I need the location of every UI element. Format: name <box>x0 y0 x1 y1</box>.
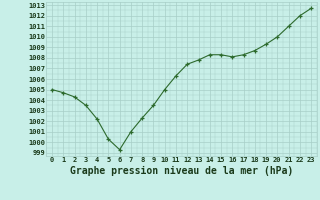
X-axis label: Graphe pression niveau de la mer (hPa): Graphe pression niveau de la mer (hPa) <box>70 166 293 176</box>
